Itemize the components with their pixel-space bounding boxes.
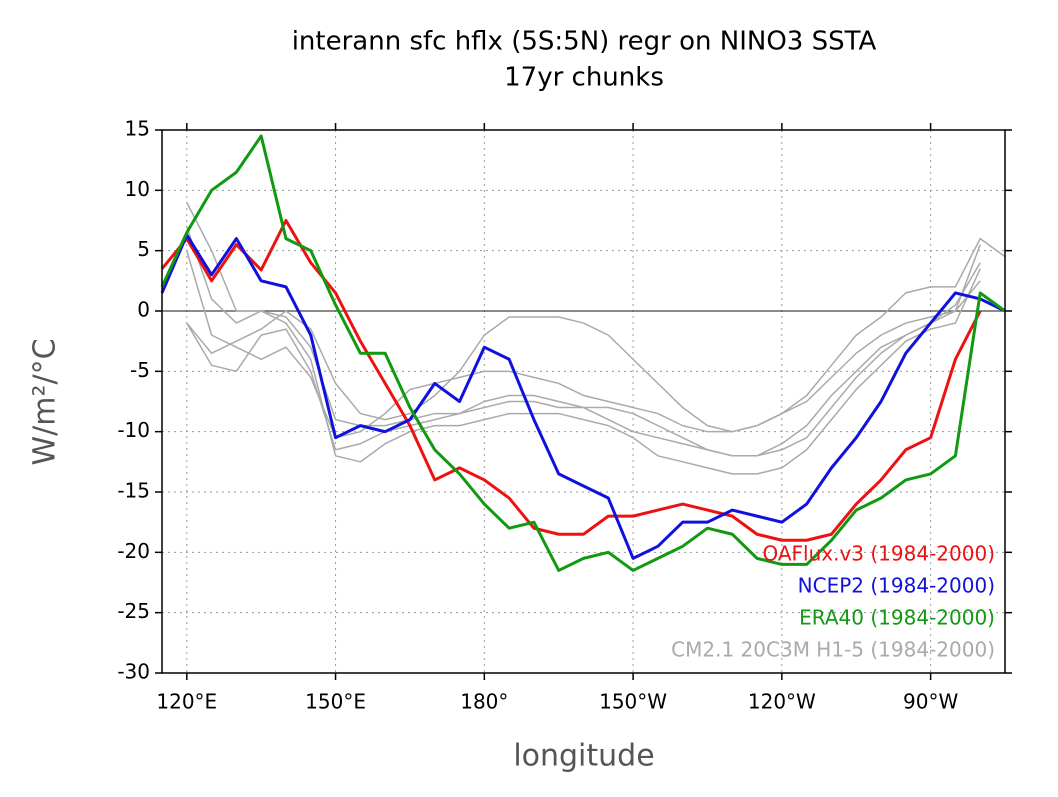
legend-entry: CM2.1 20C3M H1-5 (1984-2000) (671, 638, 995, 662)
x-tick-label: 150°E (305, 690, 366, 714)
x-tick-label: 120°W (748, 690, 816, 714)
x-axis-label: longitude (513, 739, 654, 774)
y-tick-label: 15 (125, 117, 150, 141)
y-tick-label: 5 (137, 237, 150, 261)
plot-frame (161, 129, 1006, 674)
legend-entry: ERA40 (1984-2000) (799, 606, 995, 630)
y-tick-label: 10 (125, 177, 150, 201)
chart-subtitle: 17yr chunks (504, 63, 664, 93)
x-tick-label: 150°W (599, 690, 667, 714)
x-tick-label: 120°E (156, 690, 217, 714)
series-line (186, 202, 981, 457)
y-tick-label: -5 (130, 358, 150, 382)
series-line (186, 226, 981, 475)
y-tick-label: -25 (117, 599, 150, 623)
series-line (160, 134, 1006, 572)
legend-entry: OAFlux.v3 (1984-2000) (762, 542, 995, 566)
series-line (186, 237, 1006, 433)
y-axis-label: W/m²/°C (28, 338, 63, 465)
series-line (186, 262, 981, 457)
series-line (160, 219, 982, 542)
y-tick-label: -15 (117, 479, 150, 503)
series-line (186, 250, 981, 439)
y-tick-label: -20 (117, 539, 150, 563)
y-tick-label: -30 (117, 660, 150, 684)
y-tick-label: 0 (137, 298, 150, 322)
y-tick-label: -10 (117, 418, 150, 442)
x-tick-label: 180° (460, 690, 508, 714)
x-tick-label: 90°W (903, 690, 958, 714)
chart-title: interann sfc hflx (5S:5N) regr on NINO3 … (292, 27, 877, 57)
legend-entry: NCEP2 (1984-2000) (798, 574, 995, 598)
series-line (160, 233, 1006, 560)
